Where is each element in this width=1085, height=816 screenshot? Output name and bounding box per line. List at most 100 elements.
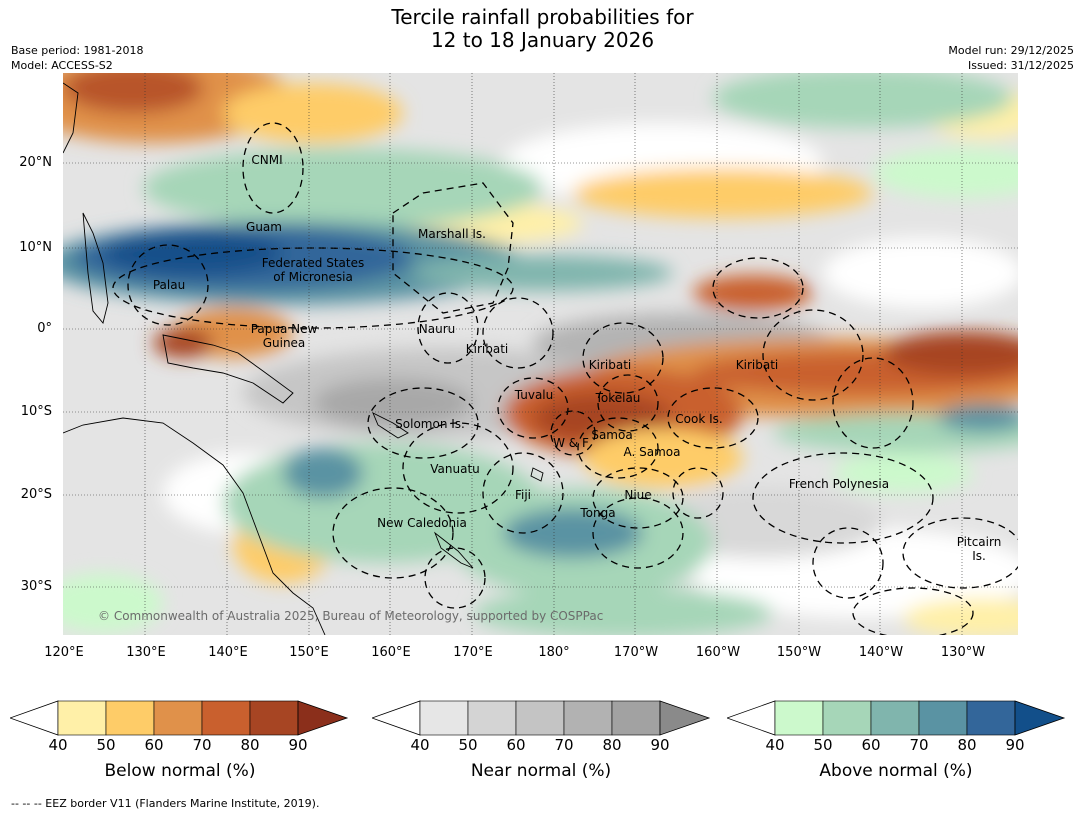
eez-footnote: -- -- -- EEZ border V11 (Flanders Marine… bbox=[11, 797, 320, 810]
cb2-tick-50: 50 bbox=[458, 736, 478, 754]
region-label-asamoa: A. Samoa bbox=[623, 445, 681, 459]
cb1-tick-80: 80 bbox=[240, 736, 260, 754]
lat-label-20s: 20°S bbox=[20, 487, 52, 502]
region-label-pitcairn-line1: Pitcairn bbox=[956, 535, 1002, 549]
lon-label-160w: 160°W bbox=[695, 645, 741, 660]
region-label-cook: Cook Is. bbox=[675, 412, 723, 426]
rainfall-map bbox=[63, 73, 1018, 635]
colorbar-above-seg-5 bbox=[966, 700, 1016, 736]
cb3-tick-70: 70 bbox=[909, 736, 929, 754]
copyright-notice: © Commonwealth of Australia 2025, Bureau… bbox=[98, 609, 604, 623]
colorbar-below-seg-2 bbox=[105, 700, 155, 736]
region-label-french-polynesia: French Polynesia bbox=[788, 477, 890, 491]
title-line-1: Tercile rainfall probabilities for bbox=[391, 5, 694, 29]
region-label-new-caledonia: New Caledonia bbox=[377, 516, 467, 530]
region-label-nauru: Nauru bbox=[418, 322, 456, 336]
cb1-tick-70: 70 bbox=[192, 736, 212, 754]
colorbar-below-normal bbox=[10, 700, 349, 736]
region-label-vanuatu: Vanuatu bbox=[430, 462, 480, 476]
cb3-tick-90: 90 bbox=[1005, 736, 1025, 754]
region-label-marshall: Marshall Is. bbox=[418, 227, 486, 241]
region-label-pitcairn-line2: Is. bbox=[972, 549, 986, 563]
colorbar-near-normal bbox=[372, 700, 711, 736]
cb2-tick-80: 80 bbox=[602, 736, 622, 754]
cb2-tick-90: 90 bbox=[650, 736, 670, 754]
cb1-tick-60: 60 bbox=[144, 736, 164, 754]
lat-label-30s: 30°S bbox=[20, 579, 52, 594]
lat-label-20n: 20°N bbox=[19, 155, 52, 170]
lon-label-150w: 150°W bbox=[776, 645, 822, 660]
colorbar-above-normal bbox=[727, 700, 1066, 736]
cb3-tick-40: 40 bbox=[765, 736, 785, 754]
region-label-fiji: Fiji bbox=[514, 488, 532, 502]
colorbar-below-seg-4 bbox=[201, 700, 251, 736]
cb2-tick-60: 60 bbox=[506, 736, 526, 754]
region-label-samoa: Samoa bbox=[591, 428, 633, 442]
colorbar-title-near: Near normal (%) bbox=[470, 761, 612, 781]
issued-date: Issued: 31/12/2025 bbox=[967, 59, 1074, 72]
colorbar-above-high-triangle bbox=[1014, 700, 1066, 736]
meta-right: Model run: 29/12/2025 Issued: 31/12/2025 bbox=[948, 43, 1074, 73]
colorbar-near-low-triangle bbox=[372, 700, 421, 736]
region-label-tonga: Tonga bbox=[580, 506, 616, 520]
region-label-tokelau: Tokelau bbox=[595, 391, 641, 405]
region-label-solomon: Solomon Is. bbox=[395, 417, 465, 431]
model-name: Model: ACCESS-S2 bbox=[11, 59, 113, 72]
colorbar-title-above: Above normal (%) bbox=[819, 761, 973, 781]
colorbar-above-seg-4 bbox=[918, 700, 968, 736]
lon-label-140e: 140°E bbox=[208, 645, 248, 660]
colorbar-near-seg-3 bbox=[515, 700, 565, 736]
lon-label-150e: 150°E bbox=[289, 645, 329, 660]
meta-left: Base period: 1981-2018 Model: ACCESS-S2 bbox=[11, 43, 143, 73]
colorbar-below-seg-1 bbox=[57, 700, 107, 736]
colorbar-near-seg-2 bbox=[467, 700, 517, 736]
colorbar-below-seg-5 bbox=[249, 700, 299, 736]
chart-title: Tercile rainfall probabilities for 12 to… bbox=[0, 6, 1085, 52]
region-label-png-line1: Papua New bbox=[250, 322, 318, 336]
colorbar-below-low-triangle bbox=[10, 700, 59, 736]
lon-label-160e: 160°E bbox=[371, 645, 411, 660]
model-run: Model run: 29/12/2025 bbox=[948, 44, 1074, 57]
cb2-tick-70: 70 bbox=[554, 736, 574, 754]
region-label-cnmi: CNMI bbox=[251, 153, 283, 167]
cb1-tick-90: 90 bbox=[288, 736, 308, 754]
lon-label-180: 180° bbox=[538, 645, 570, 660]
base-period: Base period: 1981-2018 bbox=[11, 44, 144, 57]
region-label-kiribati-east: Kiribati bbox=[735, 358, 779, 372]
region-label-pitcairn: Pitcairn Is. bbox=[957, 535, 1002, 563]
region-label-png-line2: Guinea bbox=[262, 336, 306, 350]
lat-label-0: 0° bbox=[37, 321, 52, 336]
colorbar-above-low-triangle bbox=[727, 700, 776, 736]
lon-label-130w: 130°W bbox=[940, 645, 986, 660]
colorbar-below-seg-3 bbox=[153, 700, 203, 736]
title-line-2: 12 to 18 January 2026 bbox=[430, 28, 655, 52]
region-label-fsm: Federated States of Micronesia bbox=[262, 256, 364, 284]
region-label-png: Papua New Guinea bbox=[251, 322, 318, 350]
region-label-fsm-line2: of Micronesia bbox=[273, 270, 353, 284]
lat-label-10s: 10°S bbox=[20, 404, 52, 419]
cb3-tick-60: 60 bbox=[861, 736, 881, 754]
region-label-fsm-line1: Federated States bbox=[261, 256, 365, 270]
lon-label-170e: 170°E bbox=[453, 645, 493, 660]
colorbar-near-seg-5 bbox=[611, 700, 661, 736]
lon-label-170w: 170°W bbox=[613, 645, 659, 660]
lon-label-130e: 130°E bbox=[126, 645, 166, 660]
region-label-guam: Guam bbox=[246, 220, 282, 234]
cb1-tick-50: 50 bbox=[96, 736, 116, 754]
region-label-palau: Palau bbox=[152, 278, 186, 292]
cb1-tick-40: 40 bbox=[48, 736, 68, 754]
region-label-niue: Niue bbox=[624, 488, 652, 502]
colorbar-near-high-triangle bbox=[659, 700, 711, 736]
colorbar-above-seg-1 bbox=[774, 700, 824, 736]
lon-label-120e: 120°E bbox=[44, 645, 84, 660]
colorbar-above-seg-3 bbox=[870, 700, 920, 736]
region-label-kiribati-central: Kiribati bbox=[588, 358, 632, 372]
colorbar-near-seg-4 bbox=[563, 700, 613, 736]
region-label-kiribati-west: Kiribati bbox=[465, 342, 509, 356]
colorbar-title-below: Below normal (%) bbox=[104, 761, 256, 781]
region-label-tuvalu: Tuvalu bbox=[514, 388, 554, 402]
lat-label-10n: 10°N bbox=[19, 240, 52, 255]
colorbar-below-high-triangle bbox=[297, 700, 349, 736]
cb3-tick-80: 80 bbox=[957, 736, 977, 754]
colorbar-above-seg-2 bbox=[822, 700, 872, 736]
